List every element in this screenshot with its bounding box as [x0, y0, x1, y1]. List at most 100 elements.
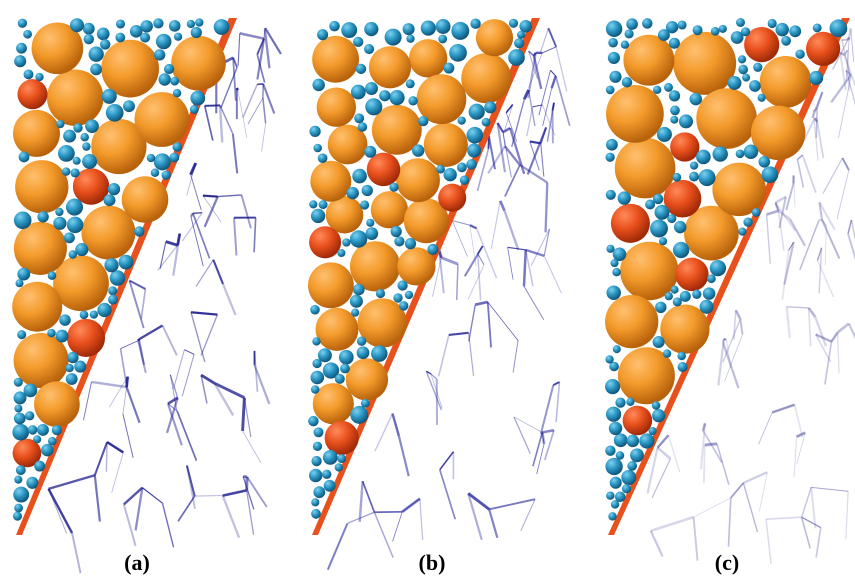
force-chain — [798, 155, 803, 159]
particle — [427, 244, 438, 255]
force-chain — [468, 265, 484, 299]
particle — [610, 477, 622, 489]
force-chain — [743, 472, 767, 483]
force-chain — [162, 326, 176, 356]
particle — [405, 238, 416, 249]
particle — [605, 355, 613, 363]
particle — [341, 22, 357, 38]
force-chain — [842, 158, 848, 170]
particle — [24, 384, 38, 398]
particle — [674, 221, 686, 233]
particle — [605, 445, 615, 455]
force-chain — [393, 512, 403, 542]
force-chain — [254, 218, 256, 253]
force-chain — [526, 250, 544, 256]
particle — [609, 422, 622, 435]
particle — [618, 191, 631, 204]
force-chain — [263, 84, 274, 114]
particle — [621, 470, 636, 485]
force-chain — [550, 70, 555, 76]
particle — [106, 104, 124, 122]
particle — [311, 371, 325, 385]
particle — [171, 36, 226, 91]
particles — [308, 18, 532, 518]
particle — [436, 19, 451, 34]
particle — [16, 465, 26, 475]
particle — [351, 308, 359, 316]
panel — [12, 18, 281, 573]
particle — [795, 49, 804, 58]
particle — [108, 286, 117, 295]
force-chain — [452, 221, 467, 257]
particle — [80, 133, 88, 141]
panel-label: (b) — [419, 550, 446, 575]
particle — [134, 92, 189, 147]
force-chain — [794, 437, 797, 477]
particle — [509, 19, 518, 28]
particle — [17, 268, 30, 281]
particle — [673, 32, 736, 95]
force-chain — [651, 517, 694, 531]
force-chain — [816, 528, 821, 558]
particle — [364, 146, 376, 158]
panel-label: (c) — [715, 550, 739, 575]
force-chain — [825, 226, 826, 265]
particle — [762, 166, 779, 183]
force-chain — [469, 305, 475, 342]
particle — [312, 79, 324, 91]
force-chain — [489, 509, 497, 537]
particle — [89, 47, 104, 62]
particle — [325, 421, 359, 455]
particle — [67, 352, 78, 363]
particle — [606, 407, 621, 422]
force-chain — [823, 158, 843, 193]
particle — [337, 249, 345, 257]
force-chain — [524, 250, 526, 286]
particle — [14, 504, 23, 513]
particle — [719, 25, 727, 33]
force-chain — [240, 33, 264, 38]
particle — [679, 114, 693, 128]
force-chain — [831, 75, 851, 102]
particle — [67, 217, 83, 233]
force-chain — [223, 284, 236, 315]
particle — [62, 167, 70, 175]
panel-label: (a) — [124, 550, 150, 575]
particle — [115, 33, 125, 43]
force-chain — [767, 214, 771, 263]
particle — [663, 349, 671, 357]
particle — [362, 185, 373, 196]
particle — [830, 19, 848, 37]
particle — [669, 38, 680, 49]
particle — [309, 469, 322, 482]
particle — [678, 362, 688, 372]
force-chain — [328, 523, 348, 569]
particle — [625, 29, 634, 38]
force-chain — [488, 302, 491, 347]
particle — [675, 258, 708, 291]
particle — [751, 106, 805, 160]
force-chain — [504, 211, 518, 250]
particle — [340, 364, 350, 374]
force-chain — [787, 307, 790, 338]
particle — [74, 361, 86, 373]
particle — [670, 132, 699, 161]
force-chain — [544, 256, 561, 294]
particle — [97, 28, 110, 41]
particle — [736, 18, 745, 27]
particle — [162, 170, 171, 179]
particle — [758, 94, 766, 102]
force-chain — [124, 504, 136, 545]
force-chain — [775, 203, 795, 231]
force-chain — [782, 251, 788, 300]
force-chain — [513, 340, 518, 372]
particle — [622, 484, 631, 493]
force-chain — [503, 128, 510, 132]
particle — [664, 83, 673, 92]
force-chain — [488, 302, 518, 340]
particle — [108, 295, 118, 305]
particle — [364, 22, 378, 36]
particle — [623, 35, 674, 86]
particle — [693, 25, 703, 35]
particle — [169, 20, 181, 32]
